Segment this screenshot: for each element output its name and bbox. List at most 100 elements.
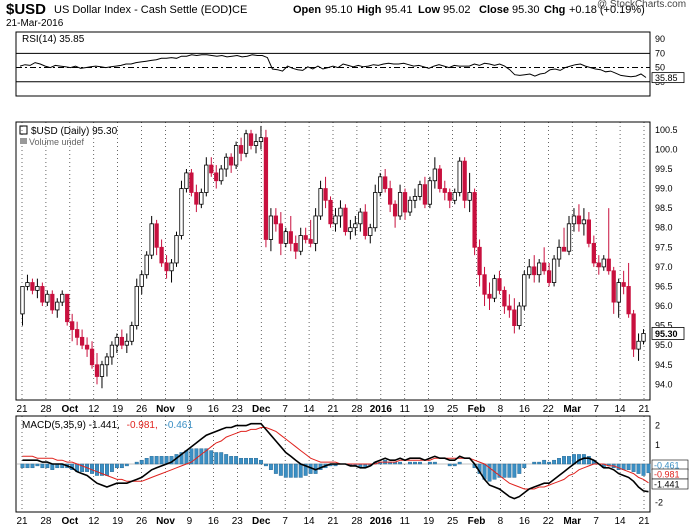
candle-body — [472, 192, 477, 248]
price-tick-label: 100.0 — [655, 144, 678, 154]
macd-histogram-bar — [502, 463, 507, 478]
candle — [94, 353, 100, 385]
macd-line — [22, 422, 649, 500]
candle-body — [224, 156, 229, 170]
low-value: 95.02 — [443, 4, 471, 16]
macd-histogram-bar — [259, 459, 263, 465]
candle-body — [442, 188, 447, 193]
candle-body — [537, 262, 542, 276]
rsi-gridlines — [16, 52, 650, 83]
macd-tick-label: 2 — [655, 421, 660, 431]
candle-body — [427, 180, 433, 205]
candle-body — [129, 325, 134, 342]
macd-histogram-bar — [144, 458, 149, 465]
macd-histogram-bar — [149, 456, 154, 465]
macd-histogram-bar — [636, 463, 641, 474]
candle — [502, 286, 507, 314]
candle-body — [288, 231, 293, 244]
candle-body — [179, 188, 184, 236]
candle-body — [159, 246, 164, 264]
macd-legend: MACD(5,35,9) -1.441, -0.981, -0.461 — [22, 420, 193, 431]
rsi-tick-label: 70 — [655, 48, 665, 58]
candle-body — [318, 188, 323, 217]
candle — [229, 153, 234, 173]
candle — [532, 255, 537, 283]
candle-body — [621, 282, 626, 287]
x-tick-label: 28 — [40, 404, 52, 415]
volume-legend-swatch — [20, 138, 27, 144]
x-tick-label: 11 — [400, 404, 411, 415]
candle — [387, 180, 393, 213]
candle — [432, 157, 437, 189]
candle — [636, 333, 641, 361]
x-tick-label: 8 — [498, 516, 504, 527]
macd-histogram-bar — [80, 463, 85, 472]
stockcharts-watermark: @ StockCharts.com — [597, 0, 687, 10]
candle — [427, 176, 433, 209]
macd-tick-label: -2 — [655, 497, 663, 507]
x-tick-label: 21 — [638, 404, 650, 415]
candle-body — [114, 336, 120, 346]
x-tick-label: 7 — [282, 404, 288, 415]
candle — [407, 196, 413, 216]
candle — [417, 180, 423, 201]
candle-body — [626, 286, 631, 315]
candle — [348, 219, 353, 240]
macd-histogram-bar — [50, 463, 55, 470]
candle — [159, 239, 164, 267]
chg-label: Chg — [544, 4, 566, 16]
macd-tick-label: 1 — [655, 440, 660, 450]
candle — [204, 157, 209, 197]
candle — [35, 278, 40, 299]
candle-body — [437, 168, 442, 189]
candle — [84, 337, 90, 357]
candle — [25, 274, 30, 291]
candle — [482, 266, 487, 307]
candle — [353, 215, 358, 236]
candle-body — [517, 305, 522, 327]
macd-histogram-bar — [179, 452, 184, 465]
candle — [303, 227, 308, 244]
candle-body — [243, 133, 249, 154]
candle — [248, 129, 254, 150]
macd-legend-histogram: -0.461 — [165, 420, 194, 431]
candle — [288, 215, 293, 252]
candle-body — [25, 282, 30, 287]
candle — [626, 262, 631, 318]
candle-body — [631, 313, 636, 350]
macd-histogram — [20, 448, 651, 482]
macd-histogram-bar — [263, 463, 268, 467]
candle-body — [174, 235, 179, 264]
chart-header: $USD US Dollar Index - Cash Settle (EOD)… — [0, 0, 700, 32]
candle — [189, 168, 194, 197]
candle-body — [273, 215, 279, 225]
price-panel: 100.5 100.0 99.5 99.0 98.5 98.0 97.5 97.0 96.5 96… — [15, 121, 685, 401]
candle-body — [278, 223, 283, 244]
candle — [119, 329, 124, 350]
candle — [472, 188, 477, 256]
candle — [596, 255, 601, 275]
candle — [402, 188, 408, 220]
candle-body — [586, 219, 592, 244]
x-tick-label: 7 — [282, 516, 288, 527]
macd-histogram-bar — [532, 461, 537, 465]
x-tick-label: 23 — [232, 516, 244, 527]
macd-histogram-bar — [303, 463, 308, 476]
x-tick-label: 21 — [327, 516, 339, 527]
candle-body — [298, 235, 303, 252]
x-tick-label: 19 — [112, 516, 124, 527]
price-tick-label: 95.5 — [655, 321, 673, 331]
candle-body — [164, 262, 169, 272]
candle — [253, 133, 259, 154]
candle-body — [462, 160, 467, 201]
macd-histogram-bar — [517, 463, 522, 474]
x-tick-label: 12 — [88, 516, 100, 527]
x-tick-label: 26 — [136, 404, 148, 415]
macd-histogram-bar — [557, 458, 561, 465]
candle-body — [358, 211, 363, 225]
candle-body — [74, 329, 80, 338]
candle-body — [383, 176, 388, 189]
candle-body — [184, 172, 189, 189]
candle — [457, 157, 462, 197]
candle-body — [477, 246, 482, 276]
